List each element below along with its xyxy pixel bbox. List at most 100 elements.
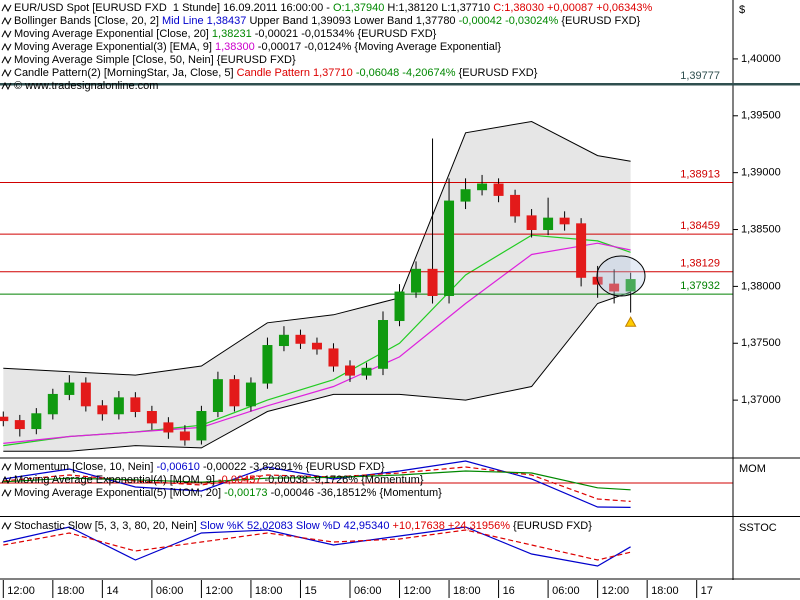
x-tick-label: 18:00 xyxy=(651,585,679,597)
legend-segment: -0,00038 -9,1726% {Momentum} xyxy=(261,474,423,486)
candle-body xyxy=(212,379,223,413)
legend-segment: Candle Pattern(2) [MorningStar, Ja, Clos… xyxy=(14,67,237,79)
x-tick-label: 06:00 xyxy=(156,585,184,597)
y-tick-label: 1,40000 xyxy=(741,53,781,65)
level-label: 1,38913 xyxy=(680,168,720,180)
legend-entry: Stochastic Slow [5, 3, 3, 80, 20, Nein] … xyxy=(14,520,592,532)
legend-segment: © www.tradesignalonline.com xyxy=(14,80,158,92)
candle-body xyxy=(146,411,157,424)
candle-body xyxy=(0,416,9,422)
panel xyxy=(0,460,733,508)
legend-segment: -0,00173 xyxy=(224,487,267,499)
candle-body xyxy=(196,411,207,441)
legend-icon xyxy=(1,521,12,531)
legend-icon xyxy=(1,488,12,498)
band-area xyxy=(3,121,631,452)
candle-body xyxy=(97,405,108,415)
x-tick-label: 06:00 xyxy=(552,585,580,597)
candle-body xyxy=(328,348,339,367)
pattern-marker xyxy=(624,316,637,327)
legend-segment: O:1,37940 xyxy=(333,2,384,14)
candle-body xyxy=(113,397,124,415)
legend-entry: Candle Pattern(2) [MorningStar, Ja, Clos… xyxy=(14,67,538,79)
candle-body xyxy=(576,223,587,278)
legend-segment: -0,00021 -0,01534% {EURUSD FXD} xyxy=(252,28,437,40)
candle-body xyxy=(444,200,455,296)
candle-body xyxy=(47,393,58,415)
legend-segment: -0,00610 xyxy=(156,461,199,473)
x-tick-label: 17 xyxy=(701,585,713,597)
legend-entry: Momentum [Close, 10, Nein] -0,00610 -0,0… xyxy=(14,461,385,473)
candle-body xyxy=(394,291,405,322)
y-tick-label: 1,39000 xyxy=(741,167,781,179)
candle-body xyxy=(526,215,537,231)
legend-segment: Stochastic Slow [5, 3, 3, 80, 20, Nein] xyxy=(14,520,200,532)
legend-segment: Candle Pattern 1,37710 xyxy=(237,67,353,79)
candle-body xyxy=(609,283,620,292)
candle-body xyxy=(543,217,554,231)
x-tick-label: 18:00 xyxy=(453,585,481,597)
legend-segment: Slow %K 52,02083 Slow %D 42,95340 xyxy=(200,520,390,532)
candle-body xyxy=(163,422,174,433)
candle-body xyxy=(493,183,504,196)
candle-body xyxy=(411,268,422,293)
x-tick-label: 12:00 xyxy=(404,585,432,597)
candle-body xyxy=(477,183,488,191)
legend-icon xyxy=(1,462,12,472)
candle-body xyxy=(262,345,273,384)
indicator-line xyxy=(3,460,631,508)
moving-average xyxy=(3,242,631,444)
legend-segment: Moving Average Exponential(5) [MOM, 20] xyxy=(14,487,224,499)
legend-segment: 1,38300 xyxy=(215,41,255,53)
legend-segment: -0,00046 -36,18512% {Momentum} xyxy=(268,487,443,499)
panel xyxy=(0,120,733,452)
y-tick-label: 1,39500 xyxy=(741,110,781,122)
legend-segment: -0,06048 -4,20674% xyxy=(353,67,456,79)
legend-segment: EUR/USD Spot [EURUSD FXD 1 Stunde] 16.09… xyxy=(14,2,333,14)
legend-segment: Bollinger Bands [Close, 20, 2] xyxy=(14,15,162,27)
x-tick-label: 15 xyxy=(304,585,316,597)
candle-body xyxy=(460,189,471,202)
candle-body xyxy=(31,413,42,430)
axis-label: SSTOC xyxy=(739,522,777,534)
legend-segment: +10,17638 +24,31956% xyxy=(389,520,510,532)
candle-body xyxy=(245,382,256,407)
legend-entry: Moving Average Exponential [Close, 20] 1… xyxy=(14,28,437,40)
candle-body xyxy=(14,420,25,430)
x-tick-label: 12:00 xyxy=(602,585,630,597)
x-tick-label: 18:00 xyxy=(255,585,283,597)
legend-entry: © www.tradesignalonline.com xyxy=(14,80,158,92)
legend-segment: {EURUSD FXD} xyxy=(558,15,640,27)
candle-body xyxy=(229,379,240,407)
x-tick-label: 06:00 xyxy=(354,585,382,597)
plot-layer xyxy=(0,120,733,567)
level-label: 1,38459 xyxy=(680,220,720,232)
legend-icon xyxy=(1,81,12,91)
candle-body xyxy=(295,334,306,344)
lower-band xyxy=(3,291,631,452)
legend-segment: {EURUSD FXD} xyxy=(510,520,592,532)
candle-body xyxy=(378,320,389,369)
level-label: 1,37932 xyxy=(680,280,720,292)
axis-label: $ xyxy=(739,4,745,16)
legend-entry: Moving Average Exponential(3) [EMA, 9] 1… xyxy=(14,41,501,53)
legend-entry: EUR/USD Spot [EURUSD FXD 1 Stunde] 16.09… xyxy=(14,2,652,14)
legend-segment: Moving Average Simple [Close, 50, Nein] … xyxy=(14,54,296,66)
candle-body xyxy=(559,217,570,225)
legend-entry: Moving Average Exponential(5) [MOM, 20] … xyxy=(14,487,442,499)
candle-body xyxy=(80,382,91,407)
x-tick-label: 18:00 xyxy=(57,585,85,597)
y-tick-label: 1,37500 xyxy=(741,337,781,349)
legend-entry: Moving Average Exponential(4) [MOM, 9] -… xyxy=(14,474,424,486)
level-label: 1,38129 xyxy=(680,258,720,270)
legend-segment: H:1,38120 L:1,37710 xyxy=(384,2,493,14)
legend-segment: C:1,38030 +0,00087 +0,06343% xyxy=(493,2,652,14)
y-tick-label: 1,38500 xyxy=(741,223,781,235)
legend-segment: -0,00457 xyxy=(218,474,261,486)
legend-segment: Upper Band 1,39093 Lower Band 1,37780 xyxy=(246,15,458,27)
candle-body xyxy=(64,382,75,395)
indicator-line xyxy=(3,470,631,491)
candle-body xyxy=(427,268,438,296)
